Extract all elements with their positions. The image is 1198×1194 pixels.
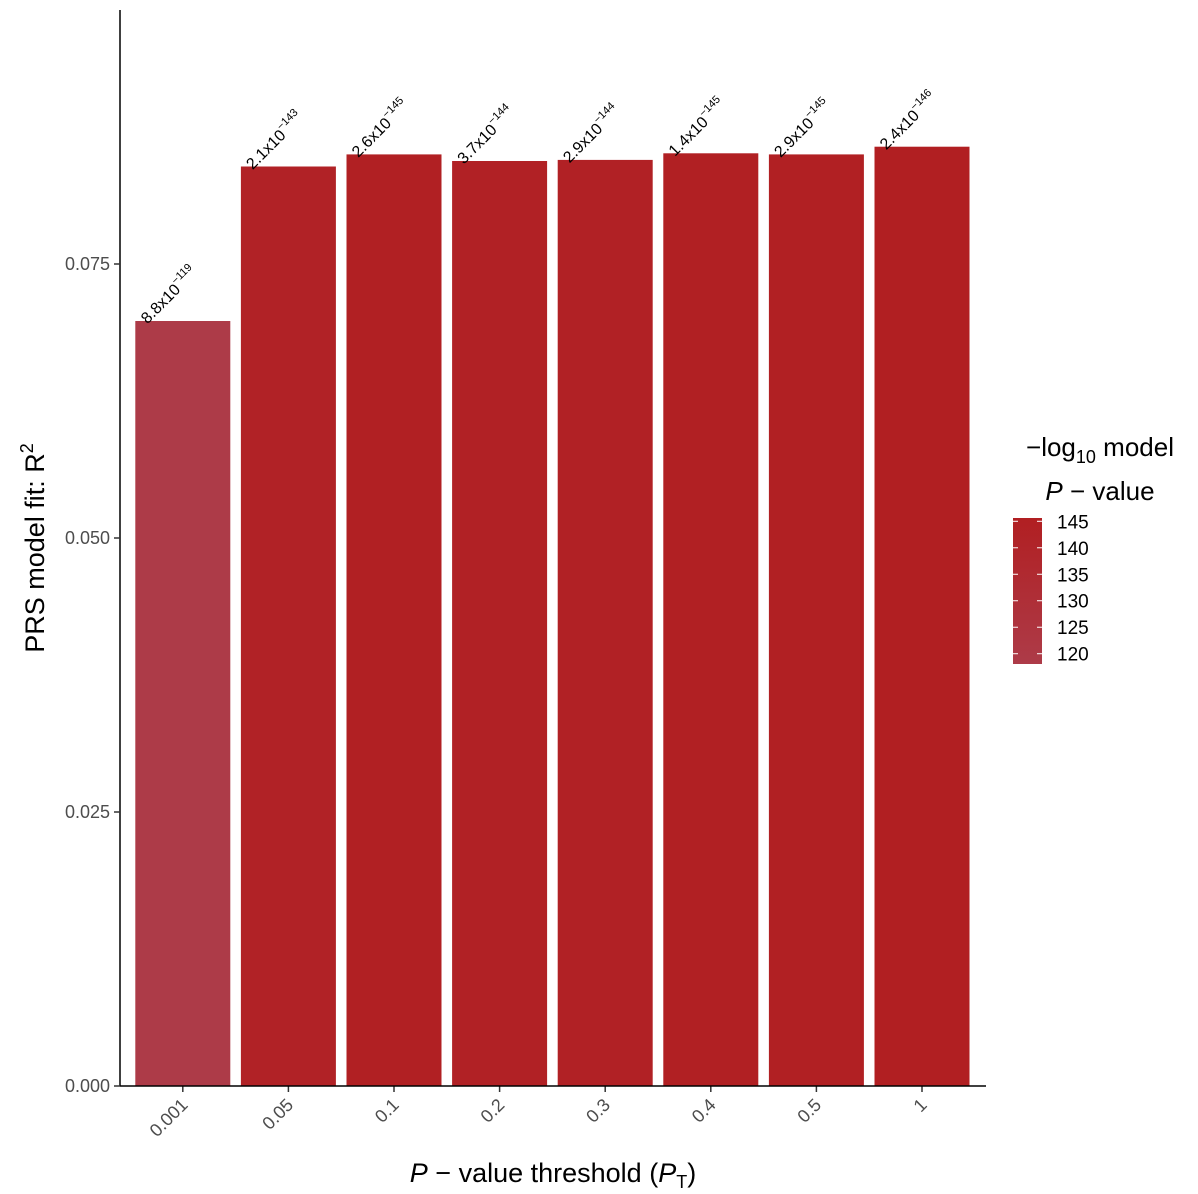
y-tick-label: 0.000: [65, 1076, 110, 1096]
color-legend: −log10 model P − value 145 140 135 130 125 120: [1013, 432, 1174, 666]
legend-title-line1: −log10 model: [1026, 432, 1174, 467]
x-tick-label: 0.4: [688, 1095, 720, 1127]
bar-0.05: [240, 166, 336, 1086]
legend-tick-label: 140: [1057, 539, 1089, 560]
bar-value-label: 2.6x10−145: [346, 95, 412, 161]
bar-0.1: [346, 154, 442, 1086]
legend-tick-label: 120: [1057, 645, 1089, 666]
bar-value-label: 2.4x10−146: [874, 87, 940, 153]
x-tick-label: 0.3: [582, 1095, 614, 1127]
bars-group: [135, 146, 970, 1087]
legend-colorbar: [1013, 518, 1042, 664]
x-tick-label: 1: [910, 1095, 931, 1116]
bar-0.3: [557, 159, 653, 1086]
x-tick-label: 0.05: [258, 1095, 297, 1134]
y-tick-label: 0.075: [65, 254, 110, 274]
legend-tick-label: 135: [1057, 565, 1089, 586]
bar-value-label: 1.4x10−145: [663, 94, 729, 160]
x-tick-label: 0.001: [146, 1095, 192, 1141]
legend-tick-label: 130: [1057, 592, 1089, 613]
bar-0.001: [135, 321, 231, 1086]
bar-value-label: 2.9x10−145: [769, 95, 835, 161]
y-tick-label: 0.025: [65, 802, 110, 822]
bar-value-label: 3.7x10−144: [452, 101, 518, 167]
axis-titles-group: PRS model fit: R2 P − value threshold (PT…: [17, 443, 696, 1192]
bar-0.4: [663, 153, 759, 1087]
bar-1: [874, 146, 970, 1086]
legend-title-line2: P − value: [1045, 476, 1154, 506]
bar-0.5: [768, 154, 864, 1086]
bar-0.2: [452, 161, 548, 1086]
y-axis-title: PRS model fit: R2: [17, 443, 50, 653]
bar-value-label: 8.8x10−119: [135, 262, 201, 328]
y-tick-label: 0.050: [65, 528, 110, 548]
x-tick-label: 0.5: [793, 1095, 825, 1127]
x-axis-title: P − value threshold (PT): [410, 1158, 696, 1192]
bar-value-label: 2.1x10−143: [241, 107, 307, 173]
legend-tick-label: 125: [1057, 618, 1089, 639]
legend-tick-label: 145: [1057, 512, 1089, 533]
bar-value-label: 2.9x10−144: [557, 100, 623, 166]
x-tick-label: 0.2: [477, 1095, 509, 1127]
x-tick-label: 0.1: [371, 1095, 403, 1127]
